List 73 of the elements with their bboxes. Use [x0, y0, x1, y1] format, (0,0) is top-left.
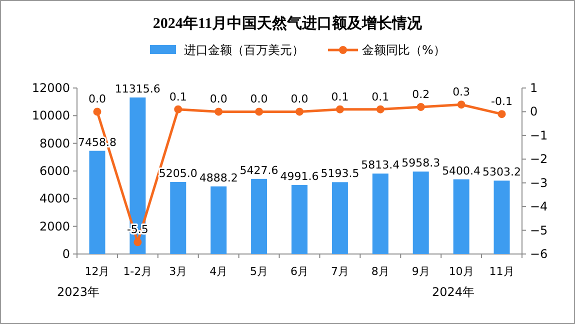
point: [134, 238, 142, 246]
bar: [210, 186, 227, 254]
legend-label: 金额同比（%）: [362, 43, 446, 57]
data-label: 5958.3: [402, 156, 440, 170]
bar: [412, 172, 429, 254]
y2-tick-label: −3: [530, 176, 548, 190]
data-label: 5205.0: [158, 166, 198, 180]
bar: [372, 174, 388, 254]
data-label: 0.1: [372, 90, 390, 104]
data-label: 5813.4: [361, 158, 400, 172]
x-tick-label: 4月: [210, 265, 228, 278]
data-label: 0.0: [290, 92, 308, 106]
x-tick-label: 7月: [330, 265, 349, 278]
y-tick-label: 10000: [32, 108, 70, 123]
data-label: 4888.2: [199, 171, 238, 184]
bar: [494, 180, 510, 254]
bar: [89, 150, 106, 254]
data-label: 0.1: [331, 90, 349, 104]
bar: [170, 182, 186, 254]
point: [174, 105, 182, 114]
bar: [251, 178, 268, 254]
point: [93, 108, 102, 116]
bar: [453, 179, 470, 254]
text: 2024年: [432, 285, 475, 299]
point: [296, 108, 304, 116]
x-tick-label: 5月: [250, 265, 268, 278]
point: [214, 108, 223, 116]
y2-tick-label: −1: [530, 128, 548, 142]
y-tick-label: 12000: [32, 81, 70, 95]
data-label: 0.0: [250, 92, 268, 106]
bar: [332, 182, 348, 254]
text: 2023年: [57, 285, 100, 299]
point: [498, 110, 506, 118]
chart-title: 2024年11月中国天然气进口额及增长情况: [152, 14, 424, 32]
y2-tick-label: −5: [530, 223, 548, 238]
data-label: 0.1: [169, 90, 187, 104]
x-tick-label: 1-2月: [123, 265, 152, 278]
point: [416, 102, 425, 111]
y-tick-label: 0: [62, 247, 70, 261]
y2-tick-label: −2: [530, 152, 548, 166]
y-tick-label: 2000: [39, 219, 70, 234]
data-label: 5303.2: [482, 166, 522, 179]
data-label: 11315.6: [114, 82, 160, 96]
data-label: -0.1: [491, 95, 513, 108]
x-tick-label: 8月: [371, 265, 390, 278]
x-tick-label: 3月: [169, 265, 188, 278]
data-label: 4991.6: [280, 170, 319, 183]
data-label: 0.3: [452, 86, 470, 99]
y2-tick-label: −6: [530, 247, 548, 261]
x-tick-label: 12月: [84, 265, 110, 278]
data-label: 0.2: [412, 88, 430, 101]
data-label: 0.0: [210, 92, 228, 106]
point: [376, 105, 384, 114]
point: [457, 100, 466, 109]
x-tick-label: 6月: [290, 265, 308, 278]
y-tick-label: 8000: [39, 136, 70, 150]
x-tick-label: 9月: [412, 265, 430, 278]
data-label: 5193.5: [320, 167, 360, 180]
point: [336, 105, 344, 114]
y2-tick-label: 1: [530, 81, 538, 95]
x-tick-label: 10月: [448, 265, 474, 278]
data-label: 5427.6: [240, 164, 278, 177]
y2-tick-label: 0: [530, 104, 538, 119]
bar: [292, 184, 308, 254]
data-label: 5400.4: [442, 164, 481, 178]
x-tick-label: 11月: [489, 265, 514, 278]
y-tick-label: 6000: [39, 164, 70, 178]
legend-label: 进口金额（百万美元）: [184, 43, 304, 57]
data-label: 0.0: [88, 92, 106, 106]
y2-tick-label: −4: [530, 200, 548, 214]
point: [255, 108, 264, 116]
y-tick-label: 4000: [39, 192, 70, 206]
bar: [130, 97, 146, 254]
